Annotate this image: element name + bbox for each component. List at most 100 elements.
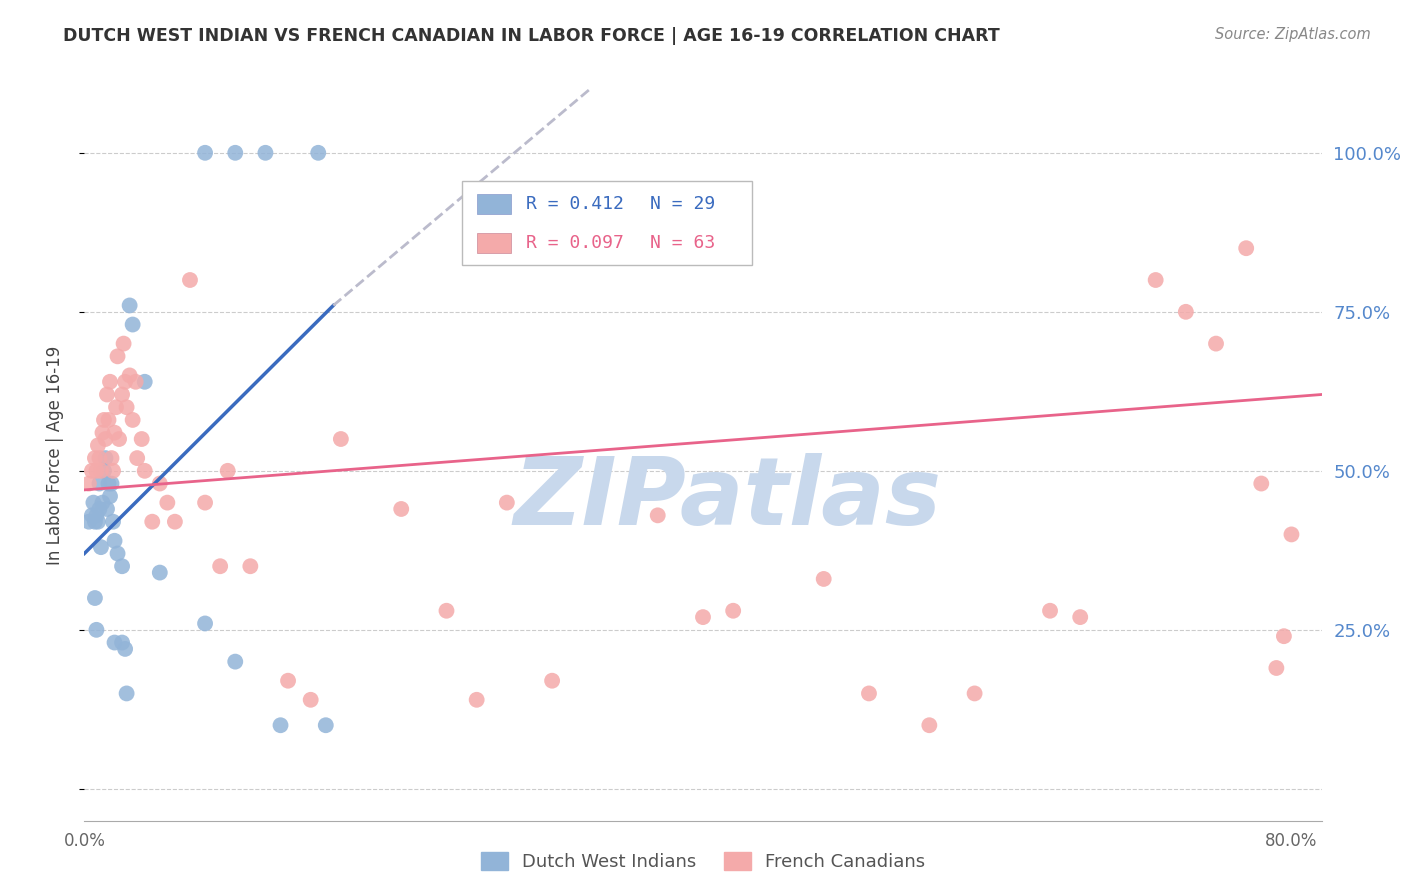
Point (692, 610, 714, 624)
Point (1069, 610, 1091, 624)
Point (103, 533, 125, 548)
Point (813, 572, 835, 586)
Point (77, 515, 100, 529)
Point (94, 432, 117, 446)
Point (1039, 604, 1062, 618)
Text: N = 29: N = 29 (650, 195, 716, 213)
Point (149, 566, 172, 580)
Point (86, 623, 108, 637)
Point (101, 515, 124, 529)
Point (1265, 661, 1288, 675)
Point (107, 349, 129, 363)
Point (124, 375, 146, 389)
Point (111, 635, 134, 649)
Point (918, 718, 941, 732)
Point (96, 387, 118, 401)
Point (315, 718, 337, 732)
Point (84, 515, 107, 529)
Text: R = 0.412: R = 0.412 (526, 195, 624, 213)
Point (101, 464, 124, 478)
Point (149, 476, 172, 491)
Point (77, 476, 100, 491)
Point (541, 673, 564, 688)
Point (93, 464, 115, 478)
Point (80, 464, 103, 478)
Point (100, 451, 122, 466)
Point (90, 464, 112, 478)
Point (103, 635, 125, 649)
Point (134, 375, 156, 389)
Point (98, 375, 121, 389)
Point (127, 451, 149, 466)
Point (118, 298, 141, 312)
Point (91, 495, 114, 509)
Point (84, 451, 107, 466)
Point (107, 547, 129, 561)
Text: Source: ZipAtlas.com: Source: ZipAtlas.com (1215, 27, 1371, 42)
Point (118, 368, 141, 383)
Point (89, 502, 111, 516)
Bar (477, 194, 512, 214)
Point (90, 540, 112, 554)
Point (1234, 241, 1257, 255)
Point (91, 425, 114, 440)
Point (115, 401, 138, 415)
Legend: Dutch West Indians, French Canadians: Dutch West Indians, French Canadians (474, 845, 932, 879)
Point (217, 464, 239, 478)
Point (239, 559, 262, 574)
Point (1205, 336, 1227, 351)
Bar (477, 233, 512, 253)
Point (89, 451, 111, 466)
Point (87, 438, 110, 452)
Point (86, 508, 108, 523)
Point (1281, 527, 1303, 541)
Point (389, 502, 412, 516)
Point (721, 604, 744, 618)
Point (80, 508, 103, 523)
Point (84, 591, 107, 605)
Point (224, 145, 246, 160)
Point (436, 604, 458, 618)
Point (98, 489, 121, 503)
Point (86, 464, 108, 478)
Point (254, 145, 277, 160)
Point (114, 375, 136, 389)
Point (299, 693, 322, 707)
Text: N = 63: N = 63 (650, 234, 716, 252)
Point (194, 145, 217, 160)
Text: DUTCH WEST INDIAN VS FRENCH CANADIAN IN LABOR FORCE | AGE 16-19 CORRELATION CHAR: DUTCH WEST INDIAN VS FRENCH CANADIAN IN … (63, 27, 1000, 45)
Point (114, 641, 136, 656)
Point (121, 318, 143, 332)
Point (963, 686, 986, 700)
Point (141, 515, 163, 529)
Point (1144, 273, 1167, 287)
FancyBboxPatch shape (461, 180, 752, 265)
Point (94, 451, 117, 466)
Point (134, 464, 156, 478)
Point (103, 425, 125, 440)
Point (105, 401, 128, 415)
Point (121, 413, 143, 427)
Point (179, 273, 201, 287)
Point (495, 495, 517, 509)
Y-axis label: In Labor Force | Age 16-19: In Labor Force | Age 16-19 (45, 345, 63, 565)
Point (194, 495, 217, 509)
Point (111, 559, 134, 574)
Point (1250, 476, 1272, 491)
Point (858, 686, 880, 700)
Point (277, 673, 299, 688)
Point (87, 515, 110, 529)
Point (194, 616, 217, 631)
Point (307, 145, 329, 160)
Point (96, 502, 118, 516)
Point (270, 718, 292, 732)
Point (163, 515, 186, 529)
Point (115, 686, 138, 700)
Point (465, 693, 488, 707)
Point (156, 495, 179, 509)
Point (329, 432, 352, 446)
Text: ZIPatlas: ZIPatlas (513, 453, 942, 545)
Point (93, 413, 115, 427)
Point (89, 476, 111, 491)
Point (112, 336, 135, 351)
